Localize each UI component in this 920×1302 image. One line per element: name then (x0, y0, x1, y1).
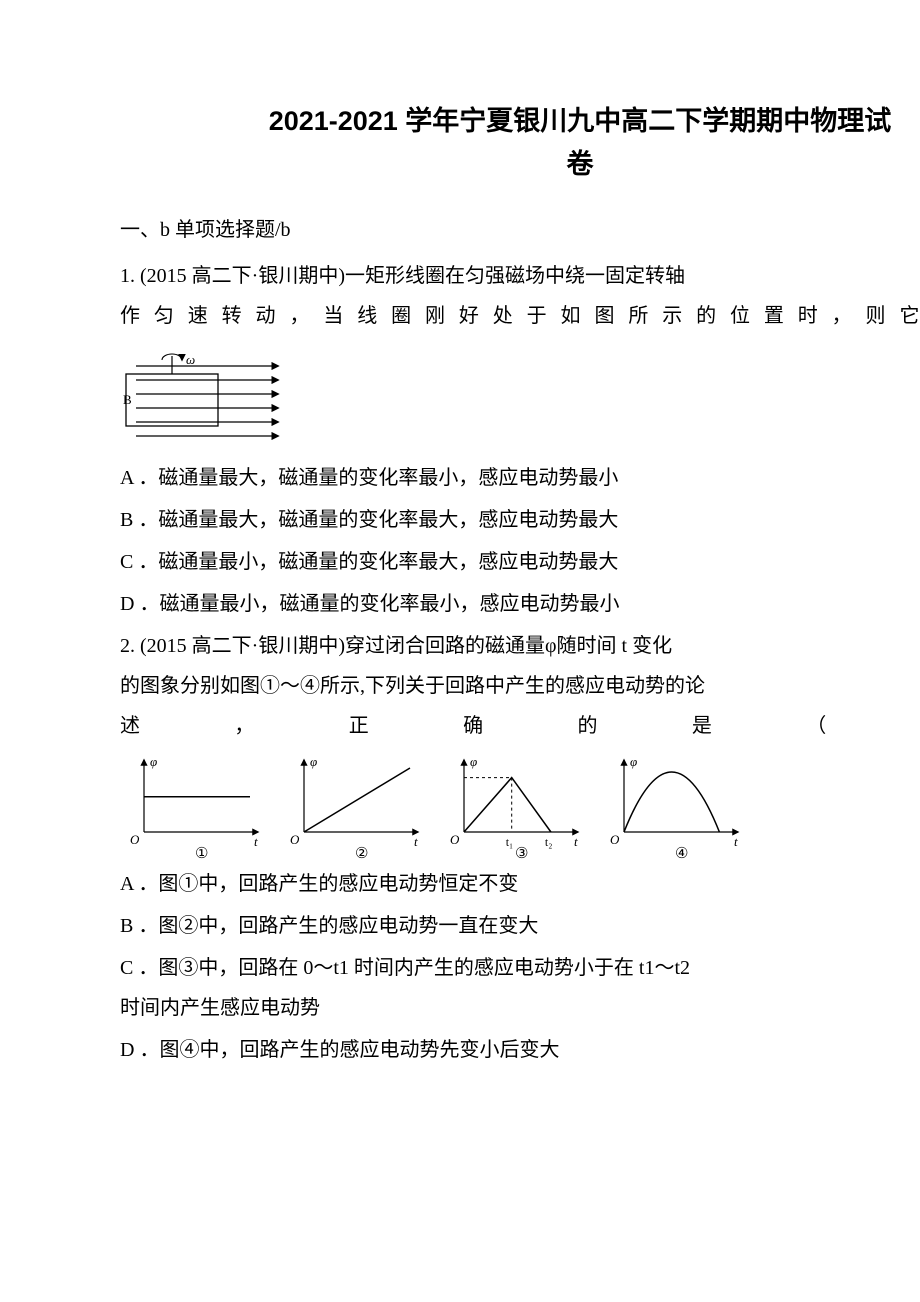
q2-stem-line2: 的图象分别如图①～④所示,下列关于回路中产生的感应电动势的论 (120, 666, 920, 706)
svg-text:t₂: t₂ (545, 835, 553, 849)
q2-option-d: D ．图④中，回路产生的感应电动势先变小后变大 (120, 1030, 920, 1070)
svg-text:φ: φ (310, 754, 317, 769)
svg-text:O: O (450, 832, 460, 847)
q1-figure: ωB (120, 342, 920, 452)
q2-graph-1: φ t O ① (120, 752, 270, 862)
q1-option-c: C ．磁通量最小，磁通量的变化率最大，感应电动势最大 (120, 542, 920, 582)
svg-text:③: ③ (515, 846, 528, 862)
svg-text:φ: φ (630, 754, 637, 769)
svg-text:t: t (574, 834, 578, 849)
q1-stem-line1: 1. (2015 高二下·银川期中)一矩形线圈在匀强磁场中绕一固定转轴 (120, 256, 920, 296)
q2-option-c-line1: C ．图③中，回路在 0～t1 时间内产生的感应电动势小于在 t1～t2 (120, 948, 920, 988)
q2-graph-2: φ t O ② (280, 752, 430, 862)
q2-option-c-line2: 时间内产生感应电动势 (120, 988, 920, 1028)
svg-text:ω: ω (186, 352, 195, 367)
svg-text:φ: φ (150, 754, 157, 769)
q1-option-a: A ．磁通量最大，磁通量的变化率最小，感应电动势最小 (120, 458, 920, 498)
q2-stem-line3: 述，正确的是（ ） (120, 706, 920, 746)
svg-text:t₁: t₁ (506, 835, 514, 849)
svg-text:O: O (290, 832, 300, 847)
q2-option-a: A ．图①中，回路产生的感应电动势恒定不变 (120, 864, 920, 904)
svg-text:B: B (123, 392, 132, 407)
page-title-line2: 卷 (567, 149, 594, 179)
svg-text:O: O (130, 832, 140, 847)
q1-stem-line2: 作匀速转动，当线圈刚好处于如图所示的位置时，则它的（ ） (120, 296, 920, 336)
q2-graph-4: φ t O ④ (600, 752, 750, 862)
svg-text:O: O (610, 832, 620, 847)
coil-in-field-diagram: ωB (120, 342, 290, 452)
q2-stem-line1: 2. (2015 高二下·银川期中)穿过闭合回路的磁通量φ随时间 t 变化 (120, 626, 920, 666)
svg-text:④: ④ (675, 846, 688, 862)
page-title-line1: 2021-2021 学年宁夏银川九中高二下学期期中物理试 (269, 106, 892, 136)
section-1-header: 一、b 单项选择题/b (120, 210, 920, 250)
svg-text:t: t (254, 834, 258, 849)
q1-option-b: B ．磁通量最大，磁通量的变化率最大，感应电动势最大 (120, 500, 920, 540)
svg-text:t: t (414, 834, 418, 849)
q2-graph-row: φ t O ① φ t O ② φ t O ③t₁ t₂ φ t O ④ (120, 752, 920, 862)
svg-text:t: t (734, 834, 738, 849)
q2-option-b: B ．图②中，回路产生的感应电动势一直在变大 (120, 906, 920, 946)
svg-text:①: ① (195, 846, 208, 862)
svg-text:φ: φ (470, 754, 477, 769)
q2-graph-3: φ t O ③t₁ t₂ (440, 752, 590, 862)
svg-text:②: ② (355, 846, 368, 862)
q1-option-d: D ．磁通量最小，磁通量的变化率最小，感应电动势最小 (120, 584, 920, 624)
